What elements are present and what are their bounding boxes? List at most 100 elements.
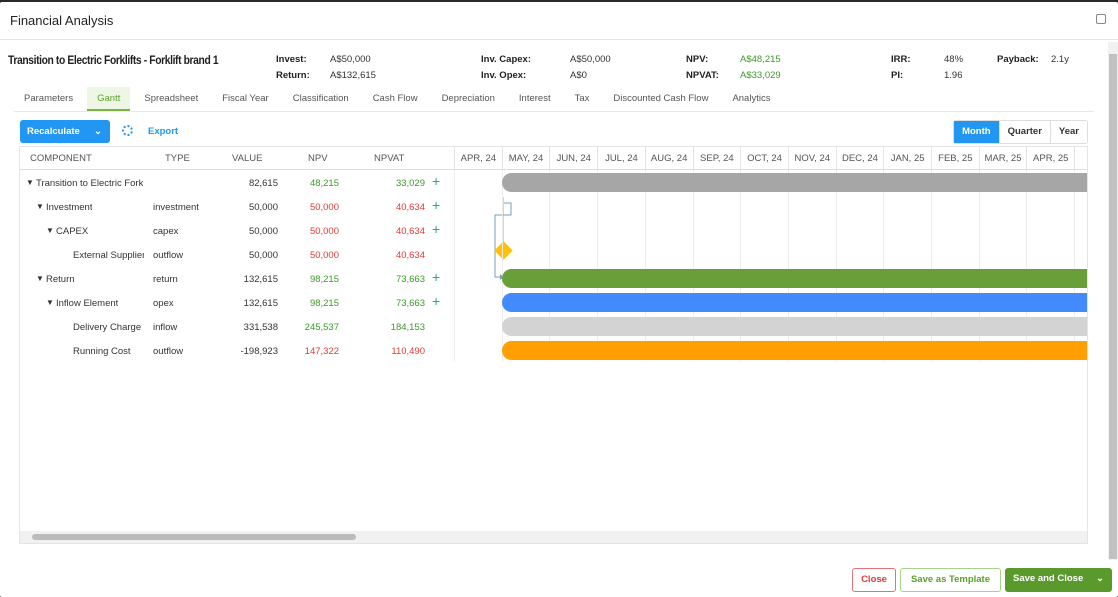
- component-npv: 50,000: [309, 202, 339, 213]
- component-npv: 147,322: [304, 346, 339, 357]
- grid-line: [501, 170, 503, 361]
- chevron-down-icon[interactable]: ⌄: [94, 126, 102, 137]
- add-icon[interactable]: +: [432, 197, 441, 213]
- tab-gantt[interactable]: Gantt: [87, 87, 131, 111]
- caret-down-icon[interactable]: ▼: [26, 178, 34, 187]
- grid-line: [931, 170, 932, 361]
- view-year-button[interactable]: Year: [1049, 121, 1087, 143]
- save-and-close-button[interactable]: Save and Close ⌄: [1005, 568, 1112, 592]
- component-npvat: 184,153: [390, 322, 425, 333]
- month-header: FEB, 25: [931, 147, 979, 169]
- save-as-template-button[interactable]: Save as Template: [900, 568, 1001, 592]
- month-header: OCT, 24: [740, 147, 788, 169]
- table-row[interactable]: ▼ Investment investment 50,000 50,000 40,634 +: [20, 195, 454, 219]
- tab-depreciation[interactable]: Depreciation: [441, 93, 495, 104]
- col-component[interactable]: COMPONENT: [30, 153, 92, 164]
- gantt-bar[interactable]: [502, 293, 1087, 312]
- component-name: CAPEX: [56, 226, 89, 237]
- export-button[interactable]: Export: [148, 126, 179, 137]
- pi-value: 1.96: [944, 70, 963, 81]
- col-npv[interactable]: NPV: [308, 153, 328, 164]
- return-value: A$132,615: [330, 70, 376, 81]
- close-button[interactable]: Close: [852, 568, 896, 592]
- table-row[interactable]: ▼ Return return 132,615 98,215 73,663 +: [20, 267, 454, 291]
- table-row[interactable]: External Supplier outflow 50,000 50,000 40,6…: [20, 243, 454, 267]
- vertical-scroll-thumb[interactable]: [1109, 54, 1117, 559]
- tab-fiscal-year[interactable]: Fiscal Year: [222, 93, 269, 104]
- gantt-bar[interactable]: [502, 341, 1087, 360]
- month-header: NOV, 24: [787, 147, 836, 169]
- tab-classification[interactable]: Classification: [292, 93, 349, 104]
- grid-line: [597, 170, 599, 361]
- npvat-label: NPVAT:: [686, 70, 719, 81]
- component-name: Delivery Charge: [73, 322, 142, 333]
- component-npvat: 73,663: [395, 274, 425, 285]
- component-type: capex: [153, 226, 179, 237]
- grid-header: COMPONENT TYPE VALUE NPV NPVAT APR, 24 MA…: [20, 147, 1087, 170]
- component-name: Return: [46, 274, 75, 285]
- add-icon[interactable]: +: [432, 269, 441, 285]
- table-row[interactable]: Delivery Charge inflow 331,538 245,537 184,1…: [20, 315, 454, 339]
- invest-label: Invest:: [276, 54, 307, 65]
- component-type: outflow: [153, 346, 184, 357]
- npv-label: NPV:: [686, 54, 709, 65]
- table-row[interactable]: ▼ CAPEX capex 50,000 50,000 40,634 +: [20, 219, 454, 243]
- caret-down-icon[interactable]: ▼: [36, 274, 44, 283]
- caret-down-icon[interactable]: ▼: [46, 298, 54, 307]
- component-npv: 98,215: [309, 274, 339, 285]
- view-quarter-button[interactable]: Quarter: [998, 121, 1050, 143]
- component-value: 50,000: [248, 226, 278, 237]
- table-row[interactable]: ▼ Transition to Electric Fork 82,615 48,215…: [20, 171, 454, 195]
- gantt-bar[interactable]: [502, 173, 1087, 192]
- component-name: Inflow Element: [56, 298, 119, 309]
- horizontal-scrollbar[interactable]: [20, 531, 1087, 543]
- table-row[interactable]: ▼ Inflow Element opex 132,615 98,215 73,663 +: [20, 291, 454, 315]
- col-value[interactable]: VALUE: [232, 153, 263, 164]
- tab-cash-flow[interactable]: Cash Flow: [372, 93, 418, 104]
- component-type: return: [153, 274, 178, 285]
- month-header: M: [1074, 147, 1087, 169]
- caret-down-icon[interactable]: ▼: [46, 226, 54, 235]
- gantt-bar[interactable]: [502, 317, 1087, 336]
- month-header: AUG, 24: [644, 147, 693, 169]
- tab-analytics[interactable]: Analytics: [732, 93, 771, 104]
- npvat-value: A$33,029: [740, 70, 781, 81]
- gantt-bar[interactable]: [502, 269, 1087, 288]
- col-type[interactable]: TYPE: [165, 153, 190, 164]
- component-npvat: 40,634: [395, 202, 425, 213]
- vertical-scrollbar[interactable]: [1108, 42, 1118, 560]
- tab-discounted-cash-flow[interactable]: Discounted Cash Flow: [613, 93, 709, 104]
- add-icon[interactable]: +: [432, 221, 441, 237]
- view-toggle: Month Quarter Year: [953, 120, 1088, 144]
- view-month-button[interactable]: Month: [954, 121, 999, 143]
- add-icon[interactable]: +: [432, 173, 441, 189]
- component-name: Running Cost: [73, 346, 131, 357]
- component-npv: 98,215: [309, 298, 339, 309]
- tab-tax[interactable]: Tax: [574, 93, 590, 104]
- chevron-down-icon[interactable]: ⌄: [1096, 573, 1104, 584]
- pi-label: PI:: [891, 70, 904, 81]
- tab-parameters[interactable]: Parameters: [24, 93, 74, 104]
- month-header: SEP, 24: [692, 147, 741, 169]
- recalculate-button[interactable]: Recalculate ⌄: [20, 120, 110, 143]
- inv-capex-value: A$50,000: [570, 54, 611, 65]
- table-row[interactable]: Running Cost outflow -198,923 147,322 110,49…: [20, 339, 454, 363]
- component-npvat: 110,490: [391, 346, 425, 357]
- grid-line: [740, 170, 742, 361]
- expand-icon[interactable]: [1096, 14, 1106, 24]
- grid-line: [835, 170, 837, 361]
- settings-icon[interactable]: [122, 125, 133, 136]
- grid-line: [549, 170, 551, 361]
- npv-value: A$48,215: [740, 54, 781, 65]
- add-icon[interactable]: +: [432, 293, 441, 309]
- col-npvat[interactable]: NPVAT: [374, 153, 405, 164]
- component-name: External Supplier: [73, 250, 144, 261]
- grid-line: [978, 170, 980, 361]
- inv-capex-label: Inv. Capex:: [481, 54, 531, 65]
- caret-down-icon[interactable]: ▼: [36, 202, 44, 211]
- irr-value: 48%: [944, 54, 964, 65]
- tab-spreadsheet[interactable]: Spreadsheet: [144, 93, 199, 104]
- tab-interest[interactable]: Interest: [518, 93, 551, 104]
- scroll-thumb[interactable]: [32, 534, 356, 540]
